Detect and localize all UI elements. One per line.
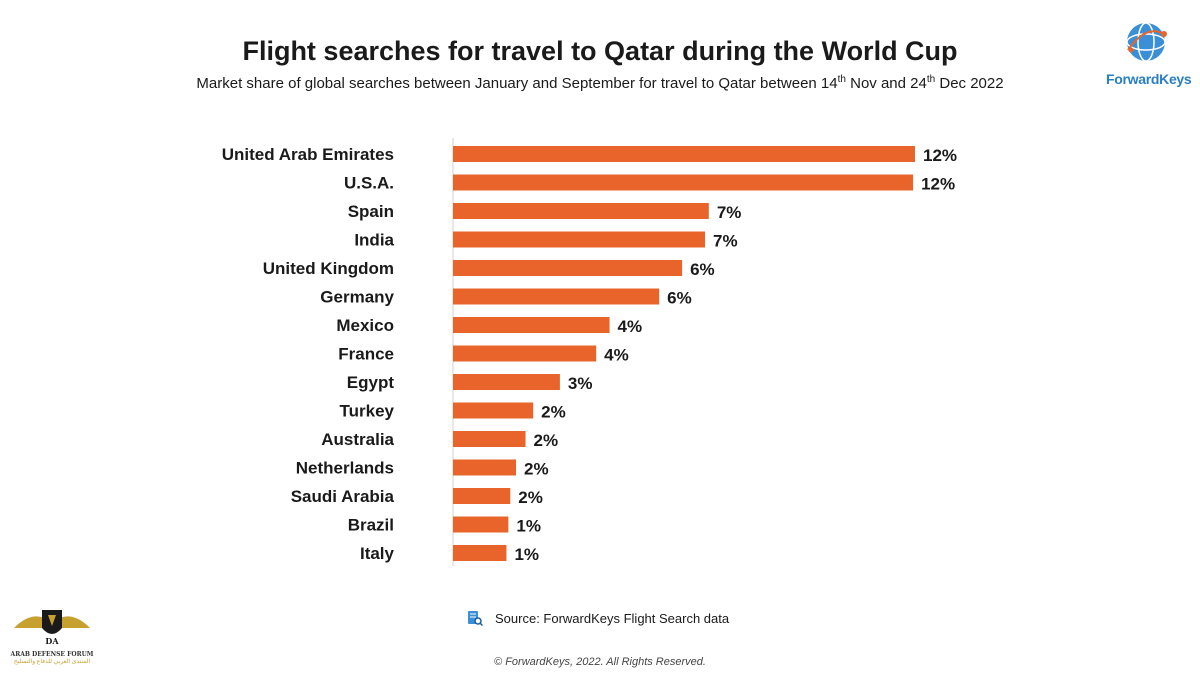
data-label: 2% [534,431,559,450]
data-label: 1% [516,517,541,536]
bar [453,260,683,276]
bar [453,545,507,561]
bar [453,402,534,419]
category-label: Mexico [336,316,394,335]
watermark-line1: ARAB DEFENSE FORUM [10,651,94,658]
category-label: United Kingdom [263,259,394,278]
data-label: 1% [514,545,539,564]
shield-wings-icon: DA [14,610,90,646]
watermark-logo: DA ARAB DEFENSE FORUM المنتدى العربي للد… [8,606,96,672]
chart-subtitle: Market share of global searches between … [196,74,1004,92]
category-label: Italy [360,544,395,563]
category-label: India [354,231,394,250]
category-label: Australia [321,430,394,449]
bar [453,231,705,248]
data-label: 2% [518,488,543,507]
bar [453,174,914,191]
data-label: 6% [690,260,715,279]
forwardkeys-logo: ForwardKeys [1106,20,1192,90]
search-document-icon [468,611,483,626]
bar [453,203,709,219]
watermark-line2: المنتدى العربي للدفاع والتسليح [13,659,91,665]
category-label: France [338,345,394,364]
category-label: Egypt [347,373,395,392]
category-label: Spain [348,202,394,221]
bar [453,345,597,362]
source-note: Source: ForwardKeys Flight Search data [467,610,729,626]
category-label: Netherlands [296,459,394,478]
data-label: 3% [568,374,593,393]
category-label: United Arab Emirates [222,145,394,164]
bar [453,146,915,162]
category-label: Turkey [340,402,395,421]
copyright-text: © ForwardKeys, 2022. All Rights Reserved… [494,656,706,668]
chart-title: Flight searches for travel to Qatar duri… [242,36,958,66]
data-label: 4% [604,346,629,365]
data-label: 7% [713,232,738,251]
data-label: 6% [667,289,692,308]
data-label: 2% [541,403,566,422]
bar-chart: United Arab Emirates 12% U.S.A. 12% Spain 7% I… [222,138,957,566]
category-label: Germany [320,288,394,307]
data-label: 2% [524,460,549,479]
bar [453,374,560,390]
bar [453,288,660,305]
category-label: Brazil [348,516,394,535]
bar [453,516,509,533]
bar [453,431,526,447]
source-text: Source: ForwardKeys Flight Search data [495,610,730,626]
globe-icon [1126,22,1167,62]
data-label: 12% [923,146,957,165]
logo-brand-text: ForwardKeys [1106,71,1192,87]
category-label: U.S.A. [344,174,394,193]
bar [453,488,511,504]
bar [453,317,610,333]
watermark-monogram: DA [45,636,59,646]
data-label: 7% [717,203,742,222]
bar [453,459,516,476]
category-label: Saudi Arabia [291,487,395,506]
data-label: 12% [921,175,955,194]
data-label: 4% [618,317,643,336]
